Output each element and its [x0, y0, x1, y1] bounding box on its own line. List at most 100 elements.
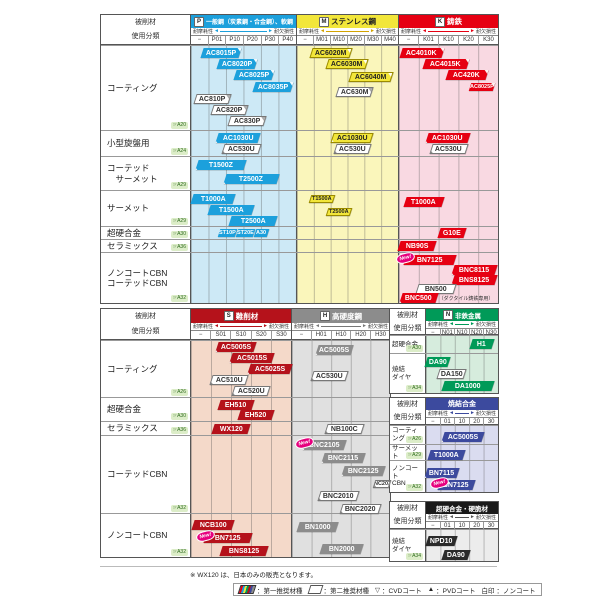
grade-name: BNS8125 [228, 547, 260, 555]
col-label: 01 [439, 522, 455, 531]
col-label: 30 [483, 418, 498, 427]
col-label: P40 [278, 36, 296, 45]
wear-fracture-arrow: 耐摩耗性 ◄ ► 耐欠損性 [426, 321, 498, 329]
section-title-超硬合金・硬脆材: 超硬合金・硬脆材 [426, 502, 498, 514]
grade-cell: T1500Z T2500Z [191, 157, 296, 190]
arrow-line [219, 326, 263, 327]
cvd-mark-icon [490, 83, 496, 87]
grade-name: T1500Z [209, 161, 234, 169]
section-title-S: S 難削材 [191, 309, 291, 323]
row-label-cell: 小型旋盤用 ☞A24 [101, 131, 191, 156]
section-title-焼結合金: 焼結合金 [426, 398, 498, 410]
grade-tag: AC8025P [233, 70, 275, 80]
row-label: セラミックス [107, 423, 158, 434]
usage-class-label: 使用分類 [393, 518, 422, 525]
arrow-line [320, 326, 362, 327]
grade-name: T1000A [411, 198, 437, 206]
coat-mark-icon: ▲ [427, 586, 435, 593]
work-material-header: 被削材 [390, 398, 426, 410]
arrow-line [219, 31, 268, 32]
pvd-mark-icon [215, 139, 220, 143]
arrow-line [454, 324, 470, 325]
grade-cell [296, 157, 398, 190]
section-letter-chip: N [443, 310, 453, 320]
section-title-P: P 一般鋼（炭素鋼・合金鋼）、軟鋼 [191, 15, 296, 28]
row-label: サーメット [392, 444, 418, 460]
grade-tag: AC520U [231, 386, 271, 396]
row-label-cell: 焼結 ダイヤ ☞A34 [390, 354, 426, 393]
grade-name: AC5005S [220, 343, 252, 351]
fracture-label: 耐欠損性 [375, 29, 396, 35]
grade-name: AC1030U [337, 134, 368, 142]
grade-tag: T2500A [325, 208, 353, 216]
pvd-mark-icon [321, 459, 327, 463]
fracture-label: 耐欠損性 [475, 411, 496, 417]
usage-class-row: 使用分類 耐摩耗性 ◄ ► 耐欠損性 − S01 S10 S20 S30 耐摩耗性 ◄ ► 耐欠損性 − H0… [101, 323, 390, 340]
wear-label: 耐摩耗性 [401, 29, 422, 35]
grade-cell: AC1030U AC530U [296, 131, 398, 156]
grade-cell: AC5005S AC530U [291, 341, 390, 397]
row-label: 小型旋盤用 [107, 138, 150, 149]
section-title-M: M ステンレス鋼 [296, 15, 398, 28]
grade-cell: T1500A T2500A [296, 191, 398, 226]
usage-class-label: 使用分類 [393, 414, 422, 421]
row-label: サーメット [107, 203, 150, 214]
arrow-left-icon: ◄ [449, 514, 454, 520]
usage-class-label: 使用分類 [393, 324, 422, 332]
pvd-mark-icon [195, 166, 200, 170]
wear-label: 耐摩耗性 [428, 322, 449, 328]
grade-tag: AC810P [193, 94, 232, 104]
legend-item: 白印 ：ノンコート [482, 585, 536, 595]
grade-name: AC4015K [430, 60, 461, 68]
grade-tag: AC5005S [215, 342, 257, 352]
grade-row: コーテッド サーメット ☞A29 T1500Z T2500Z [101, 156, 498, 190]
grade-name: BN7125 [215, 534, 241, 542]
page-ref-badge: ☞A32 [405, 484, 423, 491]
section-letter-chip: H [320, 311, 330, 321]
grade-cell: H1 [426, 336, 498, 353]
grade-tag: AC5005S [315, 345, 355, 355]
cvd-mark-icon [367, 88, 374, 92]
grade-tag: T2500A [228, 216, 278, 226]
page-ref-badge: ☞A30 [170, 231, 188, 238]
work-material-label: 被削材 [135, 313, 156, 320]
grade-row: ノンコートCBN コーテッドCBN ☞A32 BN7125 New! BNC8115 BN… [101, 250, 498, 303]
pvd-mark-icon [330, 138, 337, 143]
grade-name: T1000A [433, 451, 459, 459]
col-label: − [197, 37, 202, 43]
grade-cell: AC1030U AC530U [398, 131, 498, 156]
grade-name: AC8020P [222, 60, 253, 68]
wear-fracture-arrow: 耐摩耗性 ◄ ► 耐欠損性 [292, 323, 390, 331]
arrow-left-icon: ◄ [449, 410, 454, 416]
column-labels: − M01 M10 M20 M30 M40 [297, 35, 398, 45]
grade-cell: T1000A [426, 445, 498, 460]
grade-cell: BN1000 BN2000 [291, 514, 390, 557]
grade-cell: AC5005S AC5015S AC5025S AC510U AC520U [191, 341, 293, 397]
grade-name: AC520U [237, 387, 265, 395]
section-title-text: 一般鋼（炭素鋼・合金鋼）、軟鋼 [205, 20, 293, 26]
col-label: M10 [330, 36, 347, 45]
grade-name: AC8015P [205, 49, 236, 57]
grade-tag: AC420K [444, 70, 488, 80]
col-label: − [198, 332, 203, 338]
col-label: P30 [260, 36, 279, 45]
grade-name: G10E [442, 229, 461, 237]
grade-name: T1500A [218, 206, 244, 214]
grade-name: BN1000 [304, 523, 331, 531]
wear-fracture-arrow: 耐摩耗性 ◄ ► 耐欠損性 [426, 410, 498, 418]
section-usage-head: 耐摩耗性 ◄ ► 耐欠損性 − M01 M10 M20 M30 M40 [296, 28, 398, 45]
wear-fracture-arrow: 耐摩耗性 ◄ ► 耐欠損性 [399, 28, 498, 36]
grade-cell [296, 227, 398, 239]
arrow-right-icon: ► [470, 410, 475, 416]
nonferrous-table: 被削材 N 非鉄金属 使用分類 耐摩耗性 ◄ ► 耐欠損性 − N01 N10 N20 N30 超硬合金 ☞… [389, 308, 499, 394]
column-labels: −01 10 20 30 [426, 417, 498, 427]
grade-tag: BNC2125 [341, 466, 386, 476]
grade-name: AC530U [315, 372, 343, 380]
fracture-label: 耐欠損性 [475, 322, 496, 328]
pvd-mark-icon [429, 149, 435, 154]
arrow-right-icon: ► [263, 323, 268, 329]
grade-tag: BNC2020 [339, 504, 382, 514]
row-label-cell: コーテッドCBN ☞A32 [101, 436, 191, 513]
section-usage-head: 耐摩耗性 ◄ ► 耐欠損性 − N01 N10 N20 N30 [426, 321, 498, 338]
